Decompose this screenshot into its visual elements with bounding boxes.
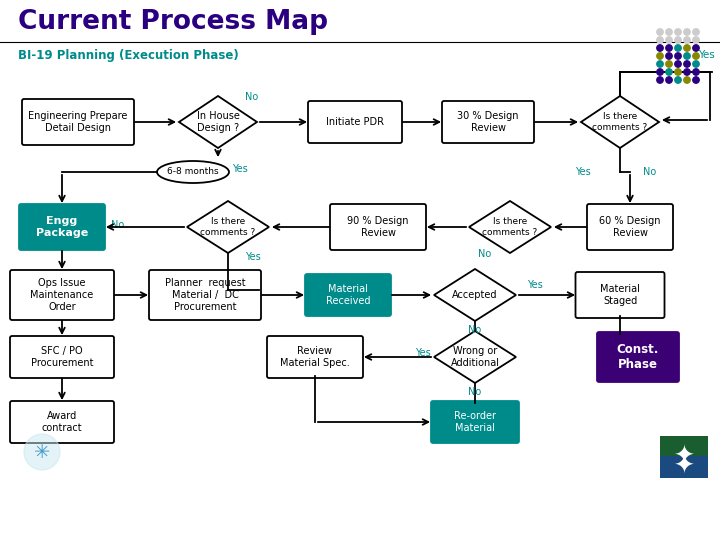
Text: Is there
comments ?: Is there comments ? bbox=[482, 217, 538, 237]
Circle shape bbox=[693, 37, 699, 43]
Text: Re-order
Material: Re-order Material bbox=[454, 411, 496, 433]
Polygon shape bbox=[179, 96, 257, 148]
Circle shape bbox=[684, 77, 690, 83]
Text: Yes: Yes bbox=[245, 252, 261, 262]
Circle shape bbox=[693, 53, 699, 59]
FancyBboxPatch shape bbox=[22, 99, 134, 145]
Circle shape bbox=[657, 77, 663, 83]
Circle shape bbox=[675, 37, 681, 43]
Circle shape bbox=[684, 69, 690, 75]
FancyBboxPatch shape bbox=[305, 274, 391, 316]
Circle shape bbox=[666, 29, 672, 35]
Circle shape bbox=[666, 53, 672, 59]
Text: Engg
Package: Engg Package bbox=[36, 216, 88, 238]
FancyBboxPatch shape bbox=[149, 270, 261, 320]
Text: SFC / PO
Procurement: SFC / PO Procurement bbox=[31, 346, 94, 368]
Text: 30 % Design
Review: 30 % Design Review bbox=[457, 111, 518, 133]
FancyBboxPatch shape bbox=[442, 101, 534, 143]
Text: No: No bbox=[644, 167, 657, 177]
Circle shape bbox=[675, 29, 681, 35]
Text: Review
Material Spec.: Review Material Spec. bbox=[280, 346, 350, 368]
Text: No: No bbox=[246, 92, 258, 102]
Text: Planner  request
Material /  DC
Procurement: Planner request Material / DC Procuremen… bbox=[165, 279, 246, 312]
Text: In House
Design ?: In House Design ? bbox=[197, 111, 240, 133]
Text: Ops Issue
Maintenance
Order: Ops Issue Maintenance Order bbox=[30, 279, 94, 312]
FancyBboxPatch shape bbox=[308, 101, 402, 143]
Circle shape bbox=[693, 77, 699, 83]
Circle shape bbox=[666, 61, 672, 67]
Text: BI-19 Planning (Execution Phase): BI-19 Planning (Execution Phase) bbox=[18, 49, 239, 62]
Circle shape bbox=[675, 77, 681, 83]
FancyBboxPatch shape bbox=[267, 336, 363, 378]
Circle shape bbox=[684, 29, 690, 35]
FancyBboxPatch shape bbox=[19, 204, 105, 250]
Text: No: No bbox=[478, 249, 492, 259]
FancyBboxPatch shape bbox=[660, 436, 708, 478]
Text: Yes: Yes bbox=[527, 280, 543, 290]
Text: Const.
Phase: Const. Phase bbox=[617, 343, 660, 371]
Text: Yes: Yes bbox=[698, 50, 714, 60]
Circle shape bbox=[684, 37, 690, 43]
FancyBboxPatch shape bbox=[10, 336, 114, 378]
Circle shape bbox=[657, 53, 663, 59]
Text: Material
Staged: Material Staged bbox=[600, 284, 640, 306]
Circle shape bbox=[693, 61, 699, 67]
Circle shape bbox=[693, 45, 699, 51]
Circle shape bbox=[684, 45, 690, 51]
Circle shape bbox=[666, 45, 672, 51]
Text: Is there
comments ?: Is there comments ? bbox=[200, 217, 256, 237]
Text: 60 % Design
Review: 60 % Design Review bbox=[599, 216, 661, 238]
FancyBboxPatch shape bbox=[575, 272, 665, 318]
Text: Wrong or
Additional: Wrong or Additional bbox=[451, 346, 500, 368]
Circle shape bbox=[693, 69, 699, 75]
Circle shape bbox=[675, 69, 681, 75]
Circle shape bbox=[684, 53, 690, 59]
Circle shape bbox=[684, 61, 690, 67]
Text: Yes: Yes bbox=[232, 164, 248, 174]
Circle shape bbox=[693, 29, 699, 35]
Text: Engineering Prepare
Detail Design: Engineering Prepare Detail Design bbox=[28, 111, 127, 133]
Circle shape bbox=[666, 77, 672, 83]
Circle shape bbox=[666, 69, 672, 75]
Text: Award
contract: Award contract bbox=[42, 411, 82, 433]
FancyBboxPatch shape bbox=[431, 401, 519, 443]
Circle shape bbox=[657, 37, 663, 43]
Text: ✦: ✦ bbox=[673, 445, 695, 469]
FancyBboxPatch shape bbox=[10, 401, 114, 443]
Text: ✳: ✳ bbox=[34, 442, 50, 462]
Circle shape bbox=[666, 37, 672, 43]
Circle shape bbox=[675, 45, 681, 51]
Polygon shape bbox=[581, 96, 659, 148]
Circle shape bbox=[657, 69, 663, 75]
Text: 90 % Design
Review: 90 % Design Review bbox=[347, 216, 409, 238]
Text: ✦: ✦ bbox=[673, 455, 695, 479]
Text: Material
Received: Material Received bbox=[325, 284, 370, 306]
Text: No: No bbox=[469, 325, 482, 335]
Polygon shape bbox=[187, 201, 269, 253]
Circle shape bbox=[24, 434, 60, 470]
Circle shape bbox=[675, 61, 681, 67]
Circle shape bbox=[657, 29, 663, 35]
Text: Yes: Yes bbox=[415, 348, 431, 358]
Text: No: No bbox=[112, 220, 125, 230]
FancyBboxPatch shape bbox=[660, 456, 708, 478]
FancyBboxPatch shape bbox=[597, 332, 679, 382]
Circle shape bbox=[675, 53, 681, 59]
FancyBboxPatch shape bbox=[10, 270, 114, 320]
FancyBboxPatch shape bbox=[587, 204, 673, 250]
Text: Is there
comments ?: Is there comments ? bbox=[593, 112, 647, 132]
Circle shape bbox=[657, 45, 663, 51]
Text: Current Process Map: Current Process Map bbox=[18, 9, 328, 35]
Text: No: No bbox=[469, 387, 482, 397]
Text: 6-8 months: 6-8 months bbox=[167, 167, 219, 177]
FancyBboxPatch shape bbox=[330, 204, 426, 250]
Ellipse shape bbox=[157, 161, 229, 183]
Circle shape bbox=[657, 61, 663, 67]
Polygon shape bbox=[434, 331, 516, 383]
Polygon shape bbox=[434, 269, 516, 321]
Text: Yes: Yes bbox=[575, 167, 591, 177]
Polygon shape bbox=[469, 201, 551, 253]
Text: Initiate PDR: Initiate PDR bbox=[326, 117, 384, 127]
Text: Accepted: Accepted bbox=[452, 290, 498, 300]
